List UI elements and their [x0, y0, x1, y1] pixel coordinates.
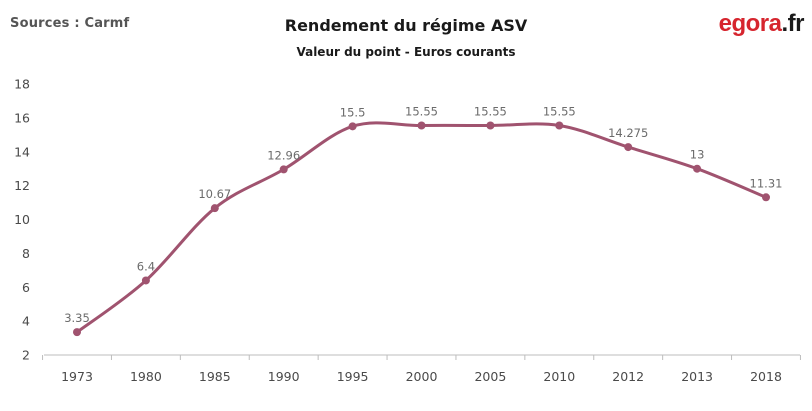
data-label: 15.5 — [340, 105, 366, 119]
x-tick-label: 2005 — [474, 369, 506, 384]
y-tick-label: 18 — [14, 77, 30, 92]
x-tick-label: 2013 — [681, 369, 713, 384]
x-tick-label: 2018 — [750, 369, 782, 384]
data-point — [348, 122, 357, 131]
chart-subtitle: Valeur du point - Euros courants — [296, 45, 516, 59]
y-tick-label: 14 — [14, 144, 30, 159]
data-label: 12.96 — [267, 148, 300, 162]
y-tick-label: 8 — [22, 246, 30, 261]
y-tick-label: 6 — [22, 280, 30, 295]
data-point — [210, 204, 219, 213]
x-tick-label: 1995 — [337, 369, 369, 384]
logo-extension-text: .fr — [781, 10, 805, 37]
data-point — [141, 276, 150, 285]
x-axis-ticks: 1973 1980 1985 1990 1995 2000 2005 2010 2012 2013… — [42, 355, 801, 384]
chart-title: Rendement du régime ASV — [284, 16, 528, 35]
x-tick-label: 1973 — [61, 369, 93, 384]
data-point — [279, 165, 288, 174]
data-labels: 3.35 6.4 10.67 12.96 15.5 15.55 15.55 15.55 14.2… — [64, 104, 782, 325]
source-label: Sources : Carmf — [10, 16, 130, 31]
data-point — [624, 143, 633, 152]
y-tick-label: 10 — [14, 212, 30, 227]
y-tick-label: 2 — [22, 348, 30, 363]
y-tick-label: 16 — [14, 110, 30, 125]
x-tick-label: 1980 — [130, 369, 162, 384]
data-label: 10.67 — [198, 187, 231, 201]
data-label: 11.31 — [750, 176, 783, 190]
egora-logo: egora.fr — [718, 10, 805, 38]
data-point — [693, 164, 702, 173]
data-points — [73, 121, 770, 337]
data-point — [762, 193, 770, 202]
y-tick-label: 12 — [14, 178, 30, 193]
series-line — [75, 121, 768, 334]
x-tick-label: 2012 — [612, 369, 644, 384]
data-label: 14.275 — [608, 126, 648, 140]
data-label: 15.55 — [474, 104, 507, 118]
data-label: 15.55 — [543, 104, 576, 118]
data-point — [486, 121, 495, 130]
data-point — [73, 328, 81, 337]
data-label: 15.55 — [405, 104, 438, 118]
x-tick-label: 2010 — [543, 369, 575, 384]
logo-main-text: egora — [718, 10, 782, 37]
data-label: 6.4 — [137, 259, 155, 273]
data-point — [555, 121, 564, 130]
data-label: 3.35 — [64, 311, 90, 325]
y-tick-label: 4 — [22, 314, 30, 329]
data-label: 13 — [690, 148, 705, 162]
x-tick-label: 1990 — [268, 369, 300, 384]
x-tick-label: 2000 — [406, 369, 438, 384]
data-point — [417, 121, 426, 130]
x-tick-label: 1985 — [199, 369, 231, 384]
y-axis-ticks: 2 4 6 8 10 12 14 16 18 — [14, 77, 30, 363]
